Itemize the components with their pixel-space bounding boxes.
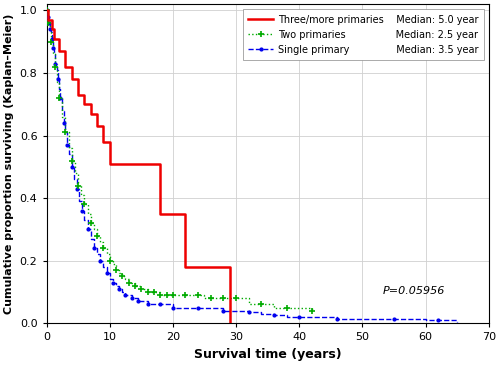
Legend: Three/more primaries    Median: 5.0 year, Two primaries                Median: 2: Three/more primaries Median: 5.0 year, T… — [242, 9, 484, 61]
X-axis label: Survival time (years): Survival time (years) — [194, 348, 342, 361]
Y-axis label: Cumulative proportion surviving (Kaplan–Meier): Cumulative proportion surviving (Kaplan–… — [4, 14, 14, 314]
Text: P=0.05956: P=0.05956 — [382, 286, 445, 296]
